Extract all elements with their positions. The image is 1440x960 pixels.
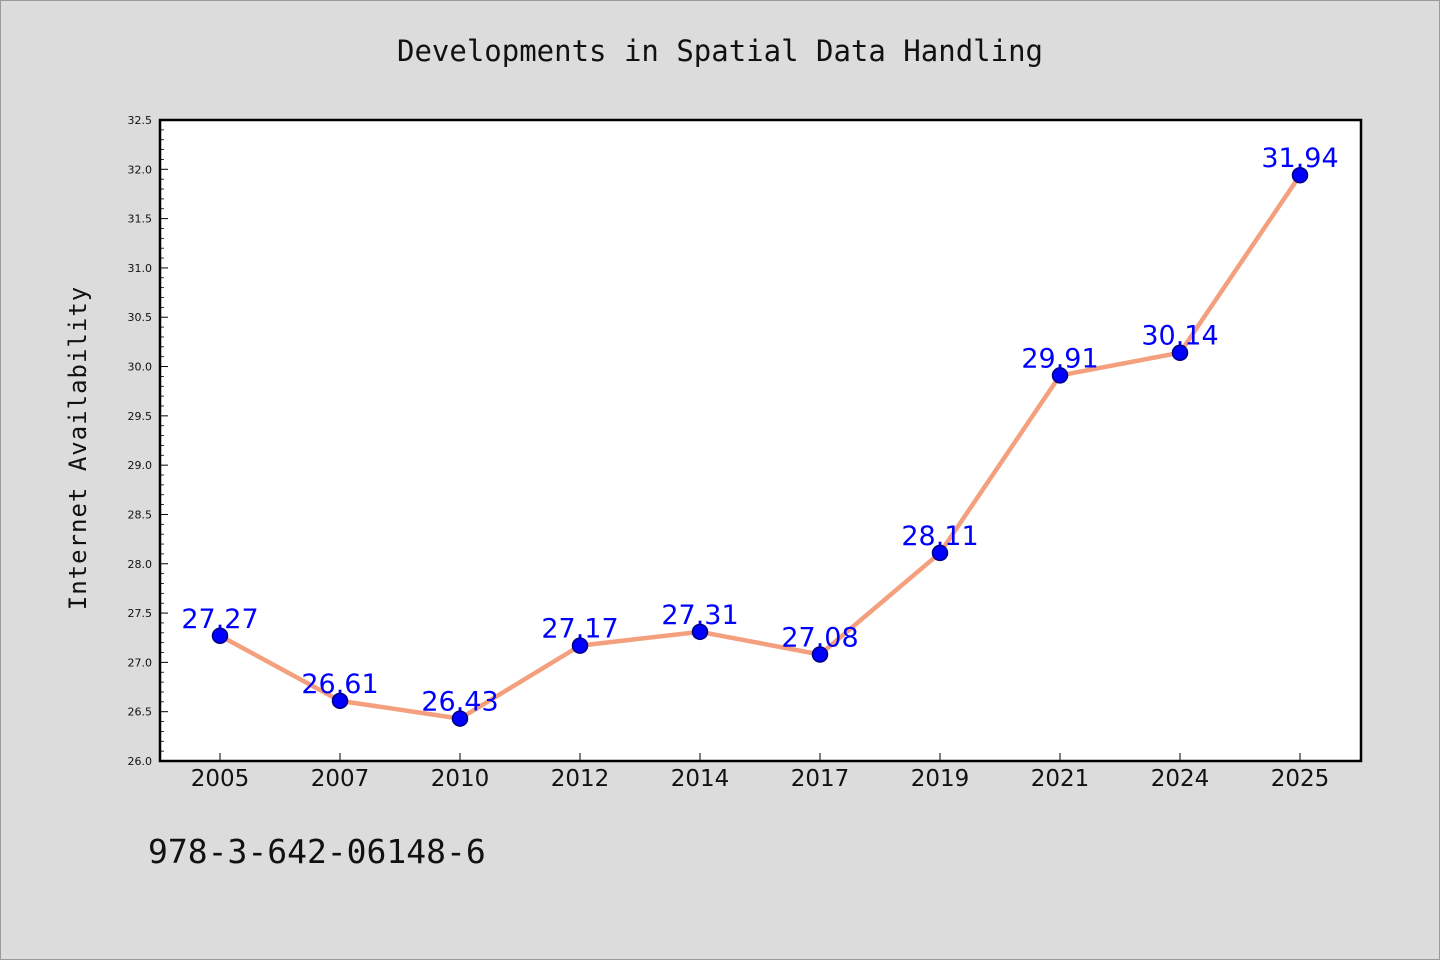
y-tick-label: 27.5 bbox=[128, 607, 153, 620]
x-tick-label: 2021 bbox=[1031, 766, 1090, 792]
series-group bbox=[211, 166, 1309, 727]
data-label: 27.27 bbox=[181, 604, 258, 635]
y-tick-label: 32.5 bbox=[128, 114, 153, 127]
series-line bbox=[218, 173, 1302, 721]
data-point bbox=[811, 646, 829, 663]
plot-area bbox=[160, 120, 1361, 761]
y-tick-label: 29.0 bbox=[128, 459, 153, 472]
y-tick-label: 30.5 bbox=[128, 311, 153, 324]
data-point bbox=[451, 710, 469, 727]
x-tick-label: 2012 bbox=[551, 766, 610, 792]
plot-border bbox=[158, 118, 1363, 763]
data-point bbox=[211, 627, 229, 645]
x-tick-label: 2017 bbox=[791, 766, 850, 792]
y-tick-label: 31.5 bbox=[128, 213, 153, 226]
data-label: 31.94 bbox=[1261, 143, 1338, 174]
data-point bbox=[931, 544, 949, 562]
data-label: 27.31 bbox=[661, 600, 738, 631]
data-point bbox=[691, 623, 709, 641]
y-tick-label: 28.0 bbox=[128, 558, 153, 571]
isbn-text: 978-3-642-06148-6 bbox=[148, 832, 486, 871]
data-point bbox=[1171, 344, 1189, 361]
y-tick-label: 26.5 bbox=[128, 706, 153, 719]
x-tick-label: 2019 bbox=[911, 766, 970, 792]
y-axis: 26.0 26.5 27.0 27.5 28.0 28.5 29.0 29.5 30.0 30.5… bbox=[128, 114, 168, 768]
data-label: 27.17 bbox=[541, 614, 618, 645]
y-tick-label: 31.0 bbox=[128, 262, 153, 275]
y-tick-label: 26.0 bbox=[128, 755, 153, 768]
y-tick-label: 30.0 bbox=[128, 361, 153, 374]
x-tick-label: 2005 bbox=[191, 766, 250, 792]
data-label: 27.08 bbox=[781, 622, 858, 653]
x-tick-label: 2025 bbox=[1271, 766, 1330, 792]
chart-title: Developments in Spatial Data Handling bbox=[396, 34, 1043, 68]
data-point bbox=[571, 637, 589, 654]
data-point bbox=[1291, 166, 1309, 184]
x-tick-label: 2010 bbox=[431, 766, 490, 792]
data-label: 30.14 bbox=[1141, 321, 1218, 352]
y-tick-label: 29.5 bbox=[128, 410, 153, 423]
x-tick-label: 2024 bbox=[1151, 766, 1210, 792]
data-labels-group: 27.27 26.61 26.43 27.17 27.31 27.08 28.11 29.91… bbox=[181, 143, 1338, 717]
data-point bbox=[1051, 367, 1069, 384]
y-tick-label: 27.0 bbox=[128, 656, 153, 669]
y-tick-label: 28.5 bbox=[128, 508, 153, 521]
x-tick-label: 2007 bbox=[311, 766, 370, 792]
data-label: 28.11 bbox=[901, 521, 978, 552]
y-axis-label: Internet Availability bbox=[64, 286, 92, 610]
y-tick-label: 32.0 bbox=[128, 163, 153, 176]
x-axis: 2005 2007 2010 2012 2014 2017 2019 2021 2024 2025 bbox=[191, 753, 1330, 792]
data-point bbox=[331, 692, 349, 710]
data-label: 26.61 bbox=[301, 669, 378, 700]
data-label: 26.43 bbox=[421, 687, 498, 718]
data-label: 29.91 bbox=[1021, 343, 1098, 374]
x-tick-label: 2014 bbox=[671, 766, 730, 792]
